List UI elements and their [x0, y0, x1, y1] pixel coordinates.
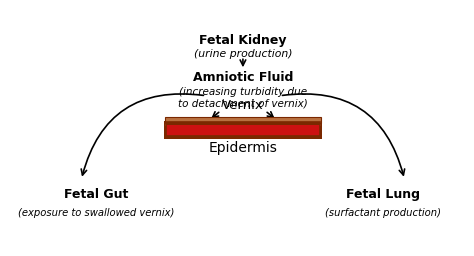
Bar	[164, 121, 322, 138]
Text: Fetal Kidney: Fetal Kidney	[199, 34, 287, 47]
Bar	[164, 120, 321, 126]
Text: Vernix: Vernix	[222, 99, 264, 112]
Text: (urine production): (urine production)	[194, 49, 292, 59]
Text: Epidermis: Epidermis	[209, 141, 277, 155]
Bar	[166, 122, 320, 125]
Text: (increasing turbidity due
to detachment of vernix): (increasing turbidity due to detachment …	[178, 87, 308, 109]
Text: (surfactant production): (surfactant production)	[325, 208, 440, 218]
Text: Fetal Gut: Fetal Gut	[64, 188, 128, 201]
Text: Amniotic Fluid: Amniotic Fluid	[193, 71, 293, 84]
Bar	[166, 122, 320, 136]
Text: Fetal Lung: Fetal Lung	[346, 188, 419, 201]
Bar	[165, 117, 321, 123]
Text: (exposure to swallowed vernix): (exposure to swallowed vernix)	[18, 208, 174, 218]
